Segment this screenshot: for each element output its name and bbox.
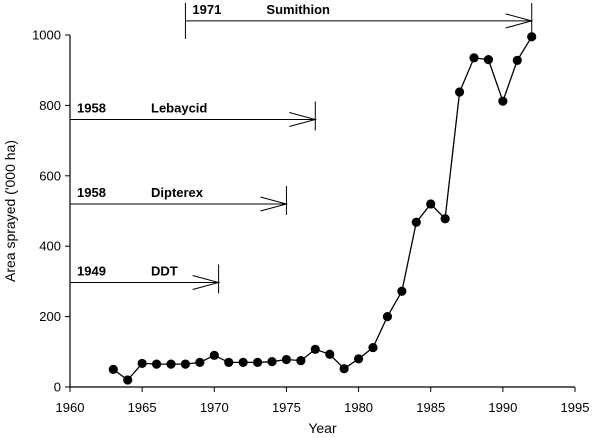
y-tick-label: 600 (39, 168, 61, 183)
data-point (454, 87, 465, 97)
data-point (151, 359, 162, 369)
data-point (166, 359, 176, 369)
data-point (440, 214, 450, 224)
data-point (469, 53, 479, 63)
annotation-sumithion: 1971 Sumithion (184, 2, 534, 39)
x-axis-title: Year (308, 420, 337, 436)
annotation-name-label: Sumithion (266, 2, 330, 17)
annotations: 1971 Sumithion 1958 Lebaycid 1958 Dipterex 194… (70, 2, 534, 294)
y-tick-label: 1000 (32, 28, 61, 43)
data-point (267, 357, 277, 367)
y-tick-label: 400 (39, 239, 61, 254)
data-point (137, 358, 147, 369)
data-point (397, 286, 407, 296)
y-axis-title: Area sprayed ('000 ha) (2, 140, 18, 282)
data-point (108, 364, 118, 374)
data-point (281, 354, 292, 365)
x-tick-label: 1960 (56, 400, 85, 415)
series-line (112, 36, 533, 381)
data-point (512, 55, 522, 65)
data-point (483, 55, 494, 65)
x-tick-label: 1980 (344, 400, 373, 415)
series (108, 32, 537, 385)
data-point (325, 349, 335, 359)
annotation-ddt: 1949 DDT (70, 263, 221, 294)
data-point (498, 96, 508, 106)
annotation-lebaycid: 1958 Lebaycid (70, 100, 318, 131)
x-tick-label: 1970 (200, 400, 229, 415)
data-point (353, 354, 364, 364)
data-point (411, 217, 421, 227)
data-point (180, 359, 191, 369)
x-tick-label: 1985 (416, 400, 445, 415)
data-point (527, 32, 537, 42)
data-point (238, 357, 248, 367)
y-tick-label: 0 (54, 380, 61, 395)
x-ticks: 1960 1965 1970 1975 1980 1985 1990 1995 (56, 387, 590, 415)
data-point (296, 356, 306, 366)
annotation-year-label: 1949 (77, 263, 106, 278)
annotation-name-label: DDT (151, 263, 178, 278)
annotation-year-label: 1958 (77, 185, 106, 200)
data-point (368, 342, 378, 353)
x-tick-label: 1995 (561, 400, 590, 415)
annotation-year-label: 1958 (77, 100, 106, 115)
data-point (195, 357, 205, 367)
y-tick-label: 200 (39, 309, 61, 324)
x-tick-label: 1990 (488, 400, 517, 415)
data-point (209, 350, 219, 360)
data-point (426, 199, 436, 209)
y-tick-label: 800 (39, 98, 61, 113)
y-ticks: 0 200 400 600 800 1000 (32, 28, 70, 395)
x-tick-label: 1965 (128, 400, 157, 415)
annotation-dipterex: 1958 Dipterex (70, 185, 289, 215)
data-point (224, 357, 234, 367)
data-point (339, 364, 349, 374)
data-point (382, 312, 393, 322)
annotation-year-label: 1971 (192, 2, 221, 17)
annotation-name-label: Dipterex (151, 185, 204, 200)
data-point (252, 357, 263, 367)
axes (69, 35, 575, 388)
x-tick-label: 1975 (272, 400, 301, 415)
data-point (123, 375, 133, 385)
data-point (310, 344, 320, 354)
annotation-name-label: Lebaycid (151, 100, 207, 115)
